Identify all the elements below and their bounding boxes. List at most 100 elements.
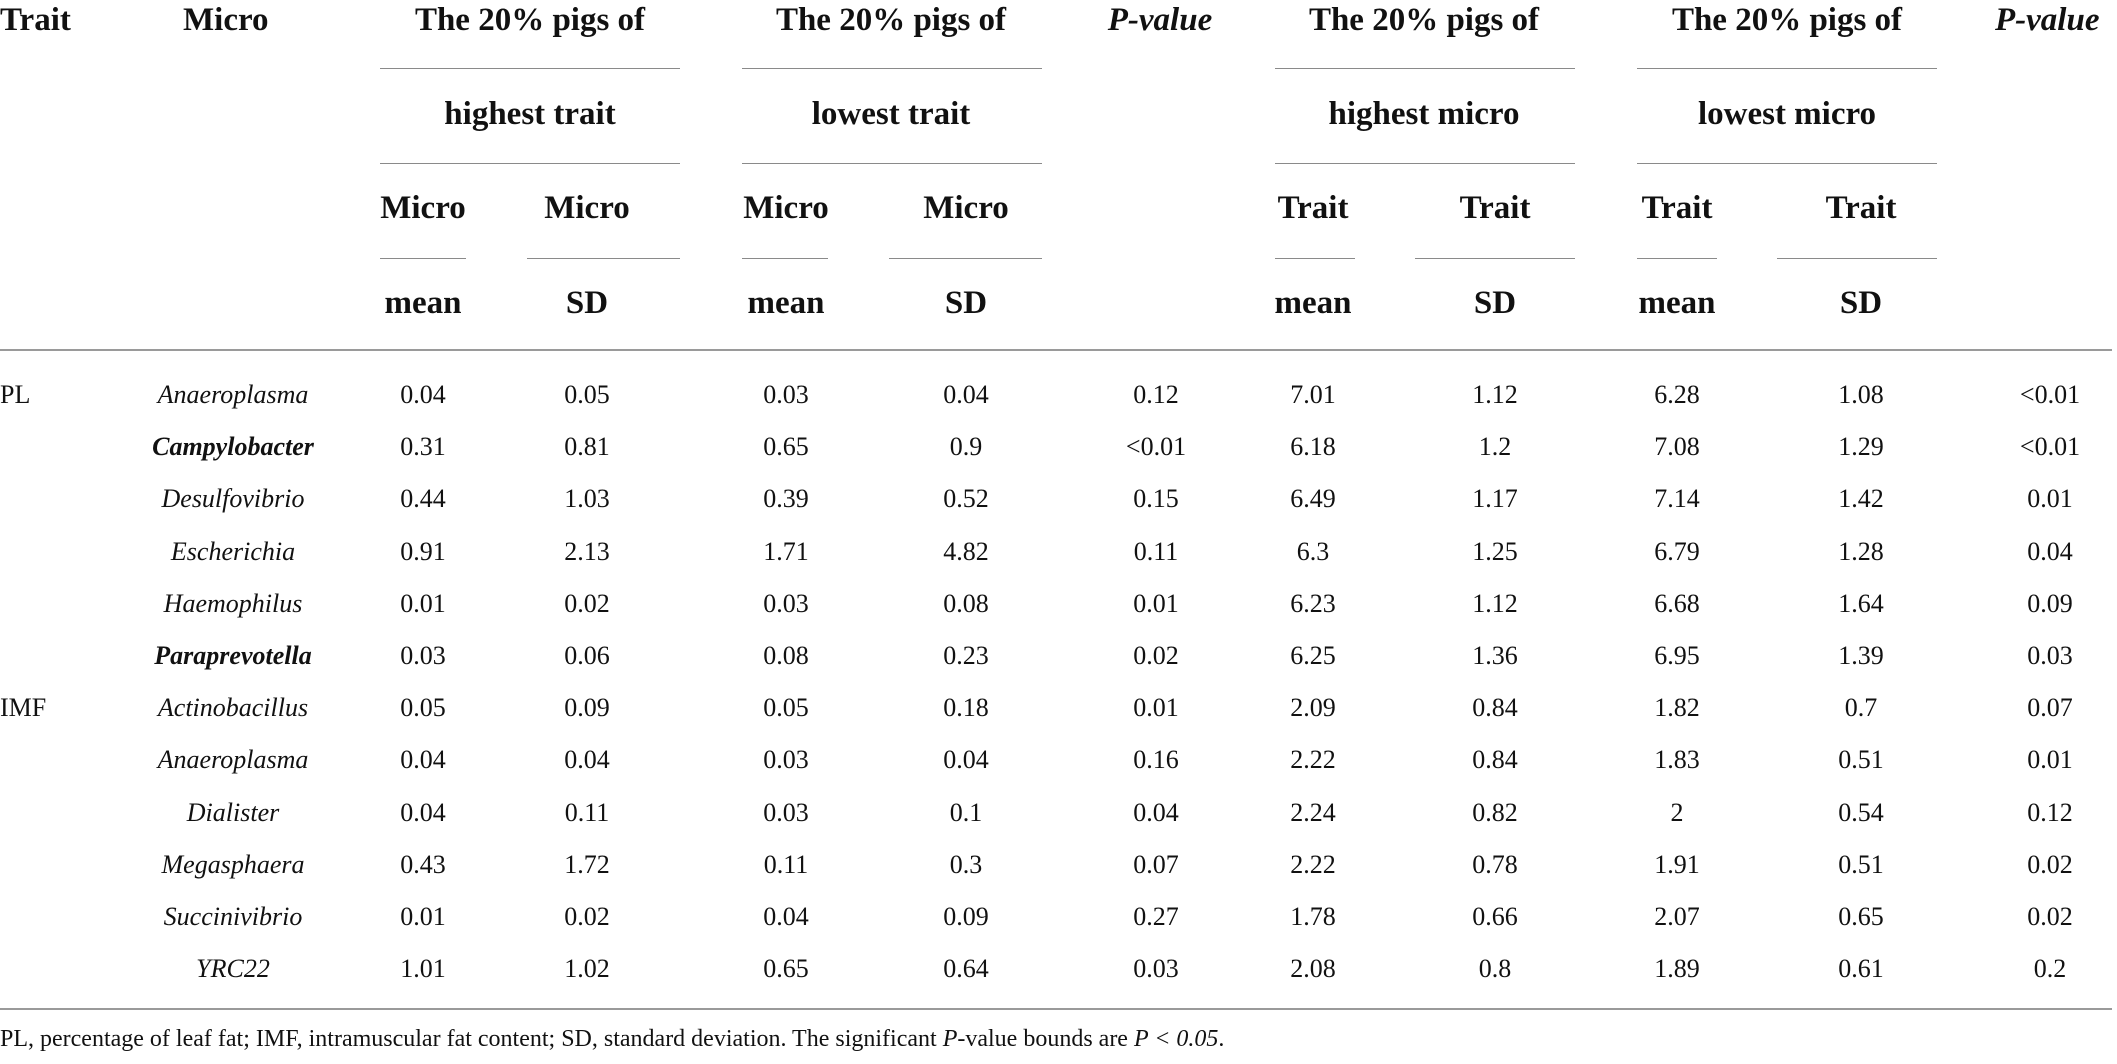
footnote-mid: -value bounds are (957, 1026, 1134, 1052)
subheader-trait-1: Trait (1277, 190, 1349, 226)
cell-value: 0.01 (2027, 745, 2073, 774)
cell-micro: Actinobacillus (157, 693, 309, 722)
cell-value: 0.03 (2027, 641, 2073, 670)
rule-group2-mid (742, 163, 1042, 164)
cell-value: <0.01 (2019, 380, 2081, 409)
cell-value: 1.78 (1290, 902, 1336, 931)
cell-value: 0.15 (1133, 484, 1179, 513)
footnote-text: PL, percentage of leaf fat; IMF, intramu… (0, 1026, 943, 1052)
subheader-micro-2: Micro (544, 190, 630, 226)
rule-sub-1 (380, 258, 466, 259)
cell-value: 0.54 (1838, 798, 1884, 827)
cell-value: 1.42 (1838, 484, 1884, 513)
subheader-sd-1: SD (565, 285, 609, 321)
cell-value: 0.51 (1838, 850, 1884, 879)
cell-value: 0.11 (564, 798, 610, 827)
cell-value: 1.17 (1472, 484, 1518, 513)
cell-value: 0.11 (763, 850, 809, 879)
cell-value: 1.36 (1472, 641, 1518, 670)
group-header-highest-micro-line2: highest micro (1328, 96, 1520, 132)
cell-micro: Desulfovibrio (161, 484, 305, 513)
cell-value: 1.82 (1654, 693, 1700, 722)
cell-value: 0.11 (1133, 537, 1179, 566)
cell-value: 1.64 (1838, 589, 1884, 618)
col-header-micro: Micro (183, 2, 269, 38)
cell-value: 0.08 (763, 641, 809, 670)
cell-micro: Anaeroplasma (157, 745, 309, 774)
subheader-micro-1: Micro (380, 190, 466, 226)
header-bottom-rule (0, 349, 2112, 351)
rule-sub-3 (742, 258, 828, 259)
subheader-mean-4: mean (1638, 285, 1716, 321)
cell-value: 0.02 (1133, 641, 1179, 670)
cell-value: 0.3 (949, 850, 983, 879)
cell-value: 0.09 (943, 902, 989, 931)
cell-value: 0.27 (1133, 902, 1179, 931)
subheader-micro-4: Micro (923, 190, 1009, 226)
rule-sub-4 (889, 258, 1042, 259)
group-header-highest-trait-line2: highest trait (444, 96, 616, 132)
cell-micro: YRC22 (196, 954, 270, 983)
cell-value: 0.8 (1478, 954, 1512, 983)
cell-value: 1.25 (1472, 537, 1518, 566)
rule-sub-5 (1275, 258, 1355, 259)
cell-value: 0.66 (1472, 902, 1518, 931)
cell-value: 0.39 (763, 484, 809, 513)
cell-value: 0.91 (400, 537, 446, 566)
cell-value: 0.12 (2027, 798, 2073, 827)
cell-value: 6.68 (1654, 589, 1700, 618)
cell-value: 0.02 (2027, 902, 2073, 931)
col-header-pvalue-2: P-value (1995, 2, 2100, 38)
cell-value: 1.28 (1838, 537, 1884, 566)
cell-value: 0.08 (943, 589, 989, 618)
cell-value: 6.3 (1296, 537, 1330, 566)
rule-group1-top (380, 68, 680, 69)
cell-value: 0.12 (1133, 380, 1179, 409)
cell-value: 6.18 (1290, 432, 1336, 461)
cell-trait: IMF (0, 693, 47, 722)
cell-value: 0.64 (943, 954, 989, 983)
cell-value: 2.08 (1290, 954, 1336, 983)
cell-value: 1.01 (400, 954, 446, 983)
cell-value: 1.71 (763, 537, 809, 566)
group-header-highest-trait-line1: The 20% pigs of (414, 2, 646, 38)
cell-value: 6.28 (1654, 380, 1700, 409)
footnote-p: P (942, 1026, 958, 1052)
rule-group2-top (742, 68, 1042, 69)
cell-value: 0.04 (943, 380, 989, 409)
cell-value: 0.05 (564, 380, 610, 409)
cell-micro: Paraprevotella (154, 641, 312, 670)
cell-value: <0.01 (1125, 432, 1187, 461)
cell-value: 2.09 (1290, 693, 1336, 722)
cell-micro: Succinivibrio (163, 902, 303, 931)
cell-micro: Campylobacter (152, 432, 314, 461)
cell-value: 0.65 (763, 432, 809, 461)
cell-value: 0.04 (400, 745, 446, 774)
subheader-mean-3: mean (1274, 285, 1352, 321)
cell-value: 0.01 (400, 589, 446, 618)
cell-value: 0.31 (400, 432, 446, 461)
cell-value: 7.08 (1654, 432, 1700, 461)
cell-value: 2 (1670, 798, 1684, 827)
cell-value: 0.84 (1472, 693, 1518, 722)
cell-value: 1.72 (564, 850, 610, 879)
cell-value: 7.01 (1290, 380, 1336, 409)
subheader-sd-2: SD (944, 285, 988, 321)
cell-value: 0.18 (943, 693, 989, 722)
cell-value: 0.1 (949, 798, 983, 827)
cell-value: 0.65 (1838, 902, 1884, 931)
cell-value: 0.04 (1133, 798, 1179, 827)
cell-value: 0.82 (1472, 798, 1518, 827)
cell-value: 0.51 (1838, 745, 1884, 774)
cell-value: 2.24 (1290, 798, 1336, 827)
subheader-trait-4: Trait (1825, 190, 1897, 226)
cell-value: 0.04 (943, 745, 989, 774)
cell-value: 6.25 (1290, 641, 1336, 670)
cell-value: 0.04 (564, 745, 610, 774)
rule-group4-mid (1637, 163, 1937, 164)
cell-value: 0.02 (564, 902, 610, 931)
cell-value: 1.91 (1654, 850, 1700, 879)
rule-sub-6 (1415, 258, 1575, 259)
cell-micro: Megasphaera (161, 850, 305, 879)
footnote-expr: P < 0.05 (1133, 1026, 1219, 1052)
